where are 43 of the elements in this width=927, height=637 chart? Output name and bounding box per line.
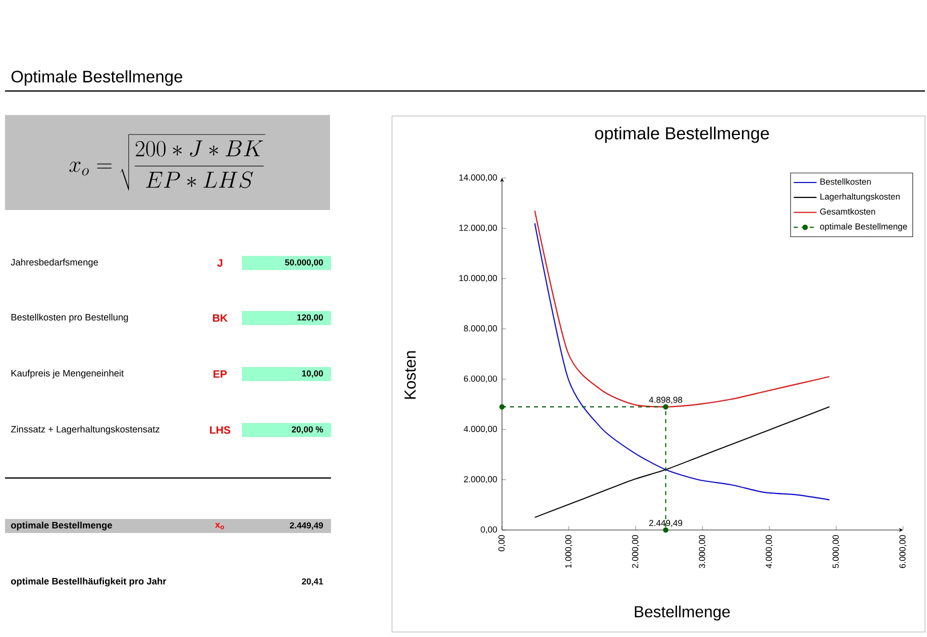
text: BK xyxy=(213,314,228,322)
line-series xyxy=(534,406,830,518)
y-tick-label: 14.000,00 xyxy=(459,174,497,182)
text: Kaufpreis je Mengeneinheit xyxy=(11,370,124,378)
text: Optimale Bestellmenge xyxy=(12,70,182,86)
text: 50.000,00 xyxy=(285,259,323,267)
chart-title: optimale Bestellmenge xyxy=(595,126,769,143)
legend-label: optimale Bestellmenge xyxy=(820,223,908,232)
text: LHS xyxy=(210,426,230,434)
x-tick-label: 4.000,00 xyxy=(766,535,773,568)
text: 120,00 xyxy=(297,314,323,322)
legend-label: Lagerhaltungskosten xyxy=(820,193,900,202)
y-tick-label: 4.000,00 xyxy=(464,426,497,434)
text: optimale Bestellmenge xyxy=(11,522,112,530)
x-tick-label: 2.000,00 xyxy=(632,535,640,568)
text: 10,00 xyxy=(302,370,323,378)
text: EP xyxy=(214,370,227,378)
text: Bestellkosten pro Bestellung xyxy=(11,314,128,322)
text: 2.449,49 xyxy=(290,522,323,530)
text: $x_o=\sqrt{\frac{200*J*BK}{EP*LHS}}$ xyxy=(69,134,266,190)
text: J xyxy=(217,259,222,267)
x-tick-label: 1.000,00 xyxy=(565,535,572,568)
data-label: 4.898,98 xyxy=(649,396,682,404)
legend-label: Bestellkosten xyxy=(820,178,871,185)
annotation: 2.449,49 xyxy=(649,520,682,528)
y-tick-label: 6.000,00 xyxy=(464,376,497,383)
x-axis-title: Bestellmenge xyxy=(634,606,730,621)
y-tick-label: 10.000,00 xyxy=(459,275,497,282)
legend-label: Gesamtkosten xyxy=(820,208,876,215)
y-tick-label: 12.000,00 xyxy=(459,224,497,232)
text: Jahresbedarfsmenge xyxy=(10,258,98,268)
text: 20,00 % xyxy=(292,426,324,434)
x-tick-label: 3.000,00 xyxy=(698,535,706,568)
y-tick-label: 0,00 xyxy=(480,526,497,534)
text: 20,41 xyxy=(302,578,324,586)
y-tick-label: 8.000,00 xyxy=(464,325,497,332)
x-tick-label: 5.000,00 xyxy=(832,535,840,568)
x-tick-label: 6.000,00 xyxy=(899,535,907,568)
text: optimale Bestellhäufigkeit pro Jahr xyxy=(11,578,166,586)
text: x$_{o}$ xyxy=(215,522,224,530)
text: Zinssatz + Lagerhaltungskostensatz xyxy=(11,426,160,434)
y-tick-label: 2.000,00 xyxy=(464,476,497,484)
y-axis-title: Kosten xyxy=(404,351,416,399)
